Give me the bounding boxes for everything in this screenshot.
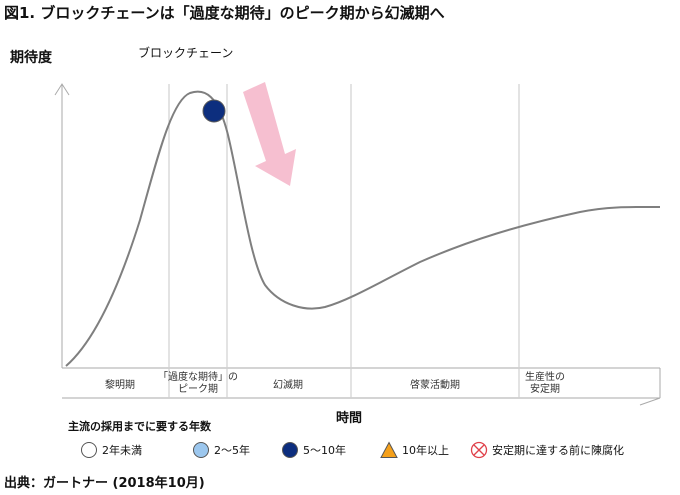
downward-arrow	[243, 82, 296, 186]
white-circle-icon	[81, 442, 97, 458]
legend-item: 10年以上	[380, 441, 449, 459]
light-blue-circle-icon	[193, 442, 209, 458]
legend-label: 5〜10年	[303, 444, 346, 457]
red-crossed-circle-icon	[470, 441, 488, 459]
legend-item: 2〜5年	[192, 441, 250, 459]
phase-label-slope: 啓蒙活動期	[390, 380, 480, 392]
legend-label: 2年未満	[102, 444, 142, 457]
y-axis-arrowhead	[54, 83, 70, 96]
x-axis-arrowhead	[639, 397, 661, 406]
dark-blue-circle-icon	[282, 442, 298, 458]
legend-label: 安定期に達する前に陳腐化	[492, 444, 624, 457]
legend-item: 安定期に達する前に陳腐化	[470, 441, 624, 459]
phase-label-text: 「過度な期待」の ピーク期	[158, 372, 238, 395]
legend-item: 2年未満	[80, 441, 142, 459]
blockchain-position-marker	[202, 99, 226, 123]
phase-label-text: 幻滅期	[273, 380, 303, 391]
phase-label-trough: 幻滅期	[250, 380, 326, 392]
x-axis-label: 時間	[336, 411, 363, 426]
phase-label-text: 啓蒙活動期	[410, 380, 460, 391]
orange-triangle-icon	[380, 441, 398, 458]
hype-curve	[65, 90, 661, 367]
legend-label: 10年以上	[402, 444, 449, 457]
figure-title: 図1. ブロックチェーンは「過度な期待」のピーク期から幻滅期へ	[4, 4, 445, 22]
phase-label-innovation: 黎明期	[82, 380, 158, 392]
legend-title: 主流の採用までに要する年数	[68, 420, 211, 433]
phase-label-peak: 「過度な期待」の ピーク期	[148, 372, 248, 396]
phase-label-text: 生産性の 安定期	[525, 372, 565, 395]
legend-label: 2〜5年	[214, 444, 250, 457]
blockchain-annotation: ブロックチェーン	[138, 46, 234, 60]
phase-label-text: 黎明期	[105, 380, 135, 391]
y-axis-label: 期待度	[10, 50, 52, 66]
legend-item: 5〜10年	[281, 441, 346, 459]
source-credit: 出典：ガートナー (2018年10月)	[4, 476, 205, 491]
phase-label-plateau: 生産性の 安定期	[500, 372, 590, 396]
